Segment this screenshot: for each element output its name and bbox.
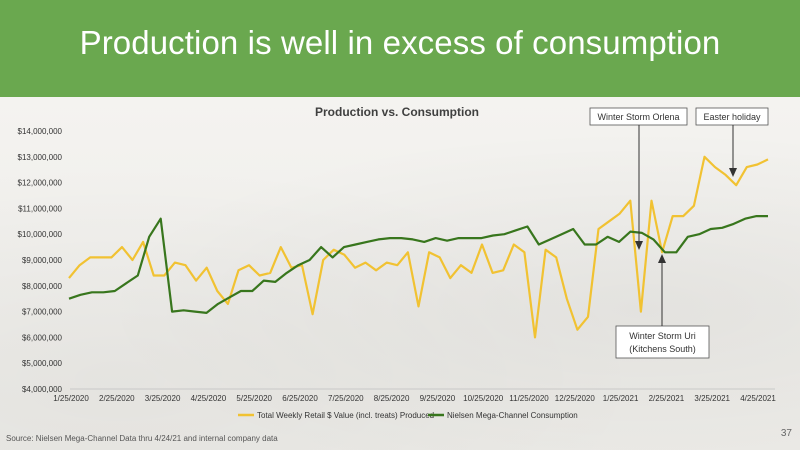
slide-title: Production is well in excess of consumpt… xyxy=(79,24,721,61)
production-consumption-chart: Production vs. Consumption $4,000,000 $5,0… xyxy=(18,105,777,420)
annotation-arrowhead-orlena xyxy=(635,241,643,250)
slide-background xyxy=(0,97,800,450)
x-tick-label: 6/25/2020 xyxy=(282,394,318,403)
consumption-series-line xyxy=(68,214,768,314)
page-number: 37 xyxy=(780,428,792,439)
produced-series-line xyxy=(68,155,769,339)
x-tick-label: 4/25/2021 xyxy=(740,394,776,403)
y-tick-label: $7,000,000 xyxy=(22,308,63,317)
x-tick-label: 4/25/2020 xyxy=(191,394,227,403)
source-note: Source: Nielsen Mega-Channel Data thru 4… xyxy=(6,434,278,443)
x-tick-label: 2/25/2020 xyxy=(99,394,135,403)
x-tick-label: 3/25/2020 xyxy=(145,394,181,403)
chart-title: Production vs. Consumption xyxy=(315,105,479,119)
annotation-text-uri-line2: (Kitchens South) xyxy=(629,344,696,354)
y-tick-label: $8,000,000 xyxy=(22,282,63,291)
y-tick-label: $6,000,000 xyxy=(22,333,63,342)
y-tick-label: $10,000,000 xyxy=(18,230,63,239)
y-tick-label: $14,000,000 xyxy=(18,127,63,136)
x-tick-label: 7/25/2020 xyxy=(328,394,364,403)
annotation-text-orlena: Winter Storm Orlena xyxy=(597,112,679,122)
annotation-arrowhead-easter xyxy=(729,168,737,177)
y-tick-label: $5,000,000 xyxy=(22,359,63,368)
y-tick-label: $9,000,000 xyxy=(22,256,63,265)
x-tick-label: 8/25/2020 xyxy=(374,394,410,403)
y-tick-label: $4,000,000 xyxy=(22,385,63,394)
x-tick-label: 3/25/2021 xyxy=(694,394,730,403)
legend-label-consumption: Nielsen Mega-Channel Consumption xyxy=(447,411,578,420)
y-tick-label: $11,000,000 xyxy=(18,204,62,213)
annotation-box-uri xyxy=(615,325,710,359)
x-tick-label: 2/25/2021 xyxy=(649,394,685,403)
legend-label-produced: Total Weekly Retail $ Value (incl. treat… xyxy=(257,411,434,420)
x-tick-label: 1/25/2021 xyxy=(603,394,639,403)
annotation-arrowhead-uri xyxy=(658,254,666,263)
annotation-text-easter: Easter holiday xyxy=(703,112,761,122)
x-tick-label: 1/25/2020 xyxy=(53,394,89,403)
title-banner: Production is well in excess of consumpt… xyxy=(0,0,800,97)
y-tick-label: $13,000,000 xyxy=(18,153,63,162)
x-tick-label: 12/25/2020 xyxy=(555,394,596,403)
y-tick-label: $12,000,000 xyxy=(18,179,63,188)
x-tick-label: 11/25/2020 xyxy=(509,394,549,403)
x-tick-label: 10/25/2020 xyxy=(463,394,504,403)
annotation-text-uri-line1: Winter Storm Uri xyxy=(629,331,696,341)
annotation-box-easter xyxy=(695,107,769,126)
x-tick-label: 5/25/2020 xyxy=(236,394,272,403)
x-tick-label: 9/25/2020 xyxy=(420,394,456,403)
